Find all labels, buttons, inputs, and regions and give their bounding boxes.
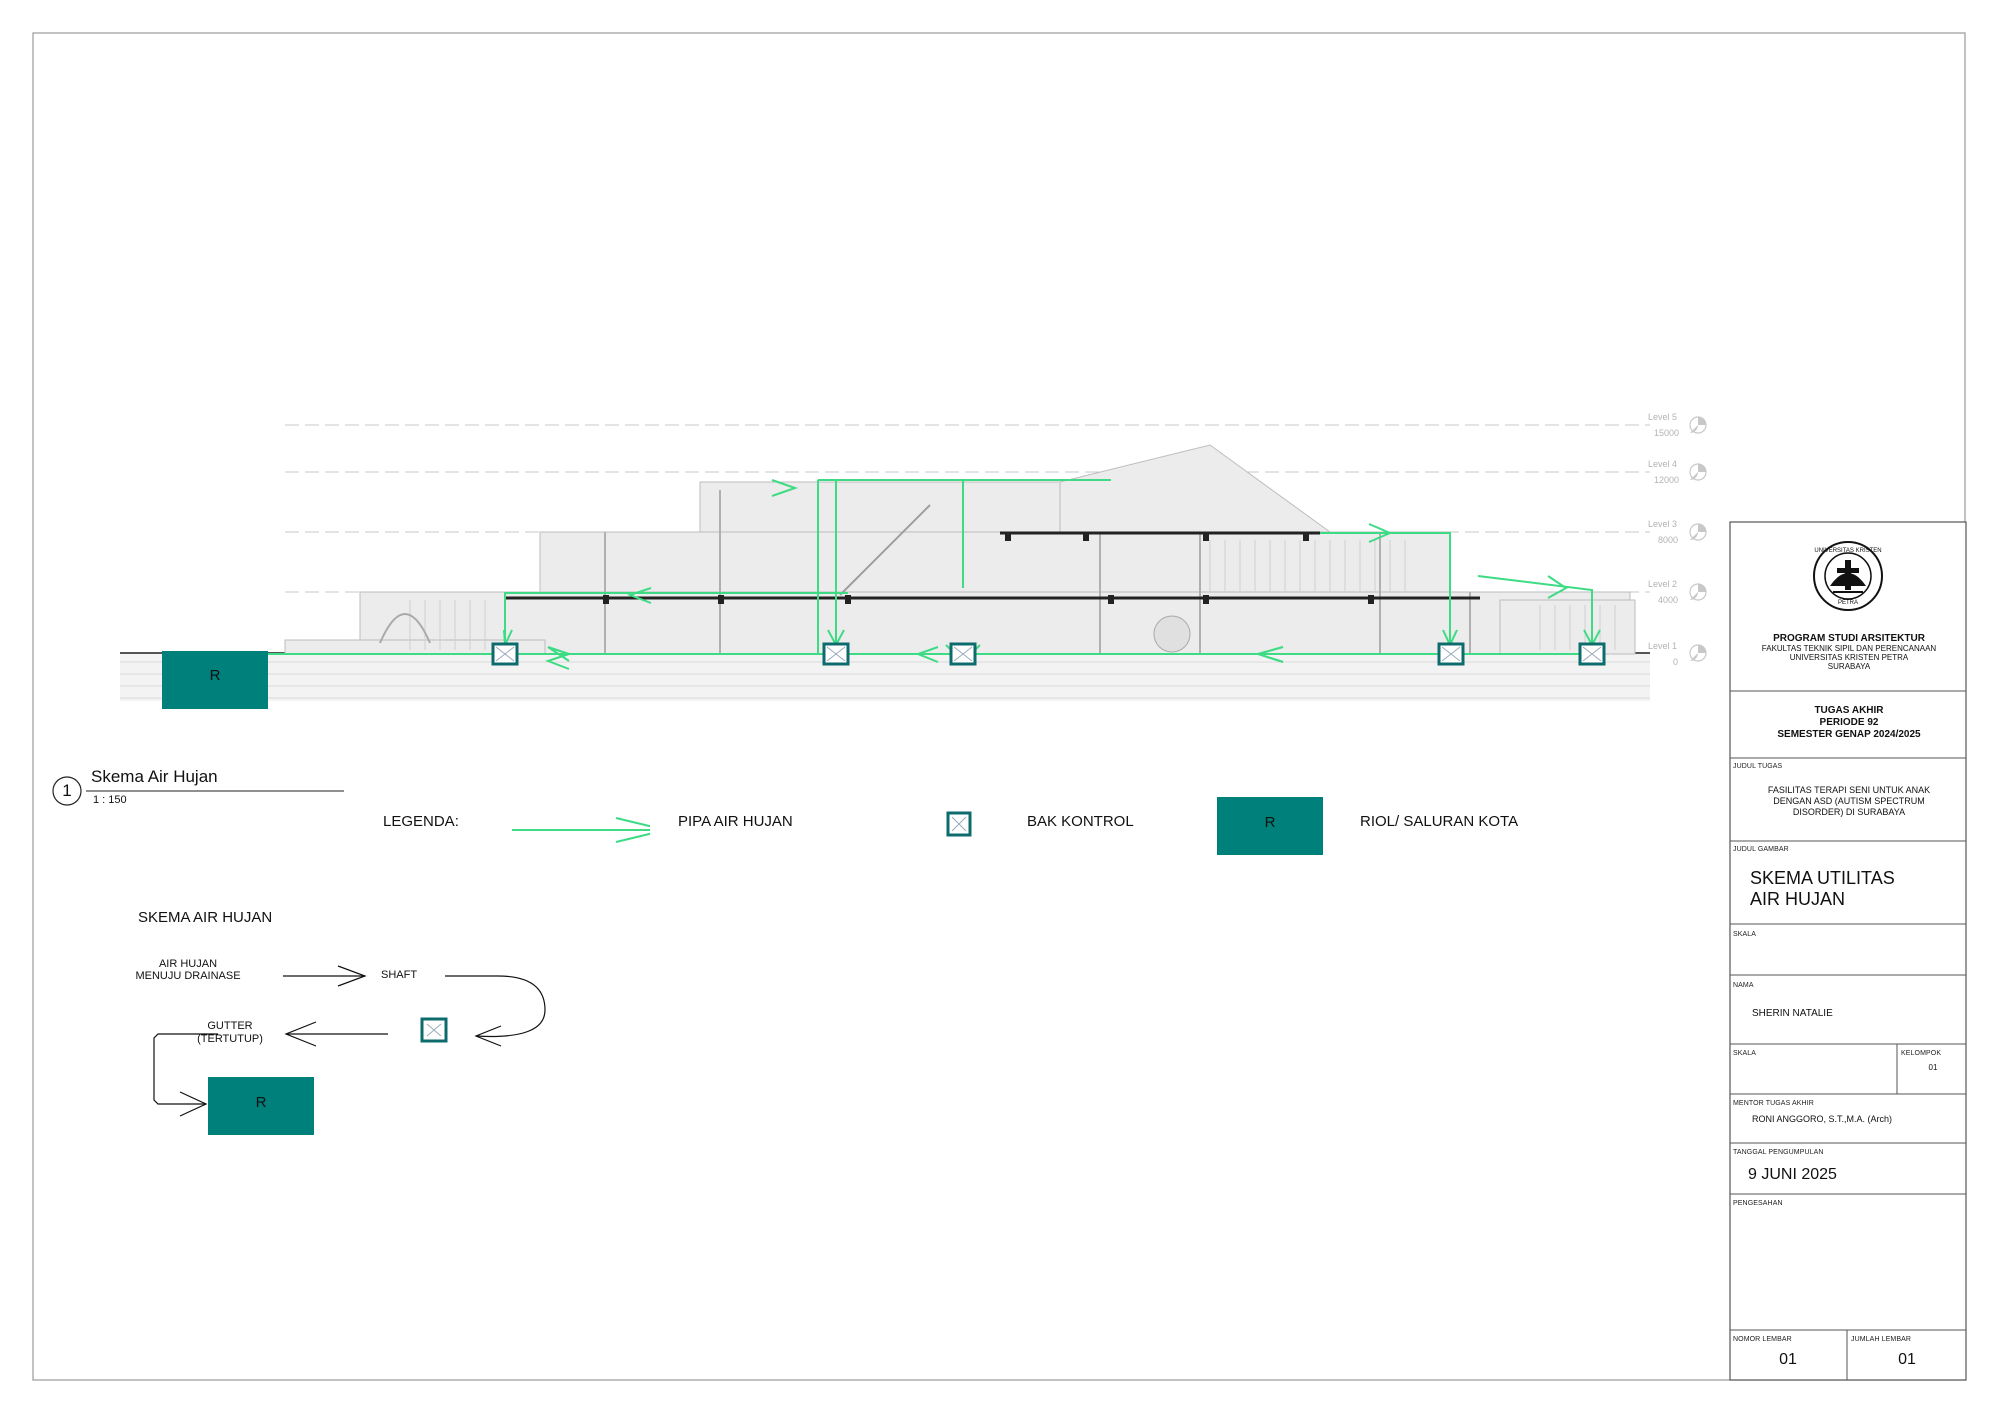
title-block-frame — [1729, 521, 1967, 1381]
legend-riol-symbol: R — [1217, 797, 1323, 855]
mentor-name: RONI ANGGORO, S.T.,M.A. (Arch) — [1752, 1114, 1893, 1124]
stair — [839, 504, 931, 596]
legend-pipe-symbol — [512, 817, 650, 843]
tugas-line2: PERIODE 92 — [1819, 717, 1879, 728]
legend-riol-symbol-label: R — [1264, 814, 1276, 831]
legend-riol-label: RIOL/ SALURAN KOTA — [1360, 813, 1519, 830]
flow-riol-label: R — [255, 1094, 267, 1111]
flow-arrows — [153, 965, 546, 1117]
logo-text-top: UNIVERSITAS KRISTEN — [1814, 548, 1882, 554]
judul-tugas-label: JUDUL TUGAS — [1733, 763, 1783, 770]
nomor-lembar-label: NOMOR LEMBAR — [1733, 1336, 1792, 1343]
flow-riol-box: R — [208, 1077, 314, 1135]
riol-label-section: R — [209, 667, 221, 684]
jumlah-lembar-value: 01 — [1898, 1351, 1916, 1368]
legend-heading: LEGENDA: — [383, 813, 459, 830]
level-elevation: 15000 — [1654, 428, 1680, 438]
pengesahan-label: PENGESAHAN — [1733, 1200, 1783, 1207]
flow-gutter-line1: GUTTER — [207, 1020, 253, 1032]
arch-feature — [379, 613, 431, 644]
program-name: PROGRAM STUDI ARSITEKTUR — [1773, 633, 1925, 644]
city-name: SURABAYA — [1827, 662, 1871, 671]
level-name: Level 3 — [1648, 519, 1678, 529]
university-name: UNIVERSITAS KRISTEN PETRA — [1789, 653, 1909, 662]
legend-box-label: BAK KONTROL — [1027, 813, 1134, 830]
level-elevation: 4000 — [1658, 595, 1679, 605]
rainwater-pipes — [268, 479, 1601, 670]
ground-hatch — [120, 653, 1650, 701]
level-name: Level 5 — [1648, 412, 1678, 422]
level-name: Level 4 — [1648, 459, 1678, 469]
faculty-name: FAKULTAS TEKNIK SIPIL DAN PERENCANAAN — [1761, 644, 1937, 653]
kelompok-value: 01 — [1928, 1063, 1938, 1072]
level-name: Level 2 — [1648, 579, 1678, 589]
riol-box-section — [162, 651, 268, 709]
logo-text-bottom: PETRA — [1837, 600, 1858, 606]
level-name: Level 1 — [1648, 641, 1678, 651]
flow-shaft: SHAFT — [381, 969, 418, 981]
submission-date: 9 JUNI 2025 — [1748, 1166, 1837, 1183]
legend-box-symbol — [946, 811, 972, 837]
skala-label-2: SKALA — [1733, 1050, 1757, 1057]
judul-tugas-line1: FASILITAS TERAPI SENI UNTUK ANAK — [1767, 785, 1931, 795]
roof-volume — [1059, 444, 1332, 533]
level-elevation: 0 — [1673, 657, 1679, 667]
drawing-title: Skema Air Hujan — [91, 767, 218, 786]
judul-gambar-line2: AIR HUJAN — [1750, 889, 1846, 909]
nomor-lembar-value: 01 — [1779, 1351, 1797, 1368]
jumlah-lembar-label: JUMLAH LEMBAR — [1851, 1336, 1912, 1343]
drawing-scale: 1 : 150 — [93, 794, 127, 806]
drawing-title-marker — [52, 776, 344, 806]
drawing-number: 1 — [62, 781, 72, 800]
level-elevation: 12000 — [1654, 475, 1680, 485]
tanggal-label: TANGGAL PENGUMPULAN — [1733, 1149, 1824, 1156]
legend-pipe-label: PIPA AIR HUJAN — [678, 813, 793, 830]
sculpture — [1153, 615, 1191, 653]
judul-gambar-line1: SKEMA UTILITAS — [1750, 868, 1895, 888]
judul-gambar-label: JUDUL GAMBAR — [1733, 846, 1789, 853]
tugas-line3: SEMESTER GENAP 2024/2025 — [1777, 729, 1921, 740]
flow-control-box — [420, 1017, 448, 1043]
skala-label: SKALA — [1733, 931, 1757, 938]
flow-source-line1: AIR HUJAN — [158, 958, 218, 970]
nama-label: NAMA — [1733, 982, 1754, 989]
level-elevation: 8000 — [1658, 535, 1679, 545]
mentor-label: MENTOR TUGAS AKHIR — [1733, 1100, 1814, 1107]
student-name: SHERIN NATALIE — [1752, 1008, 1833, 1019]
kelompok-label: KELOMPOK — [1901, 1050, 1942, 1057]
judul-tugas-line3: DISORDER) DI SURABAYA — [1792, 807, 1906, 817]
tugas-line1: TUGAS AKHIR — [1814, 705, 1884, 716]
flow-source-line2: MENUJU DRAINASE — [135, 970, 241, 982]
flow-title: SKEMA AIR HUJAN — [138, 909, 273, 926]
university-logo — [1813, 541, 1883, 611]
judul-tugas-line2: DENGAN ASD (AUTISM SPECTRUM — [1773, 796, 1925, 806]
flow-gutter-line2: (TERTUTUP) — [197, 1033, 263, 1045]
